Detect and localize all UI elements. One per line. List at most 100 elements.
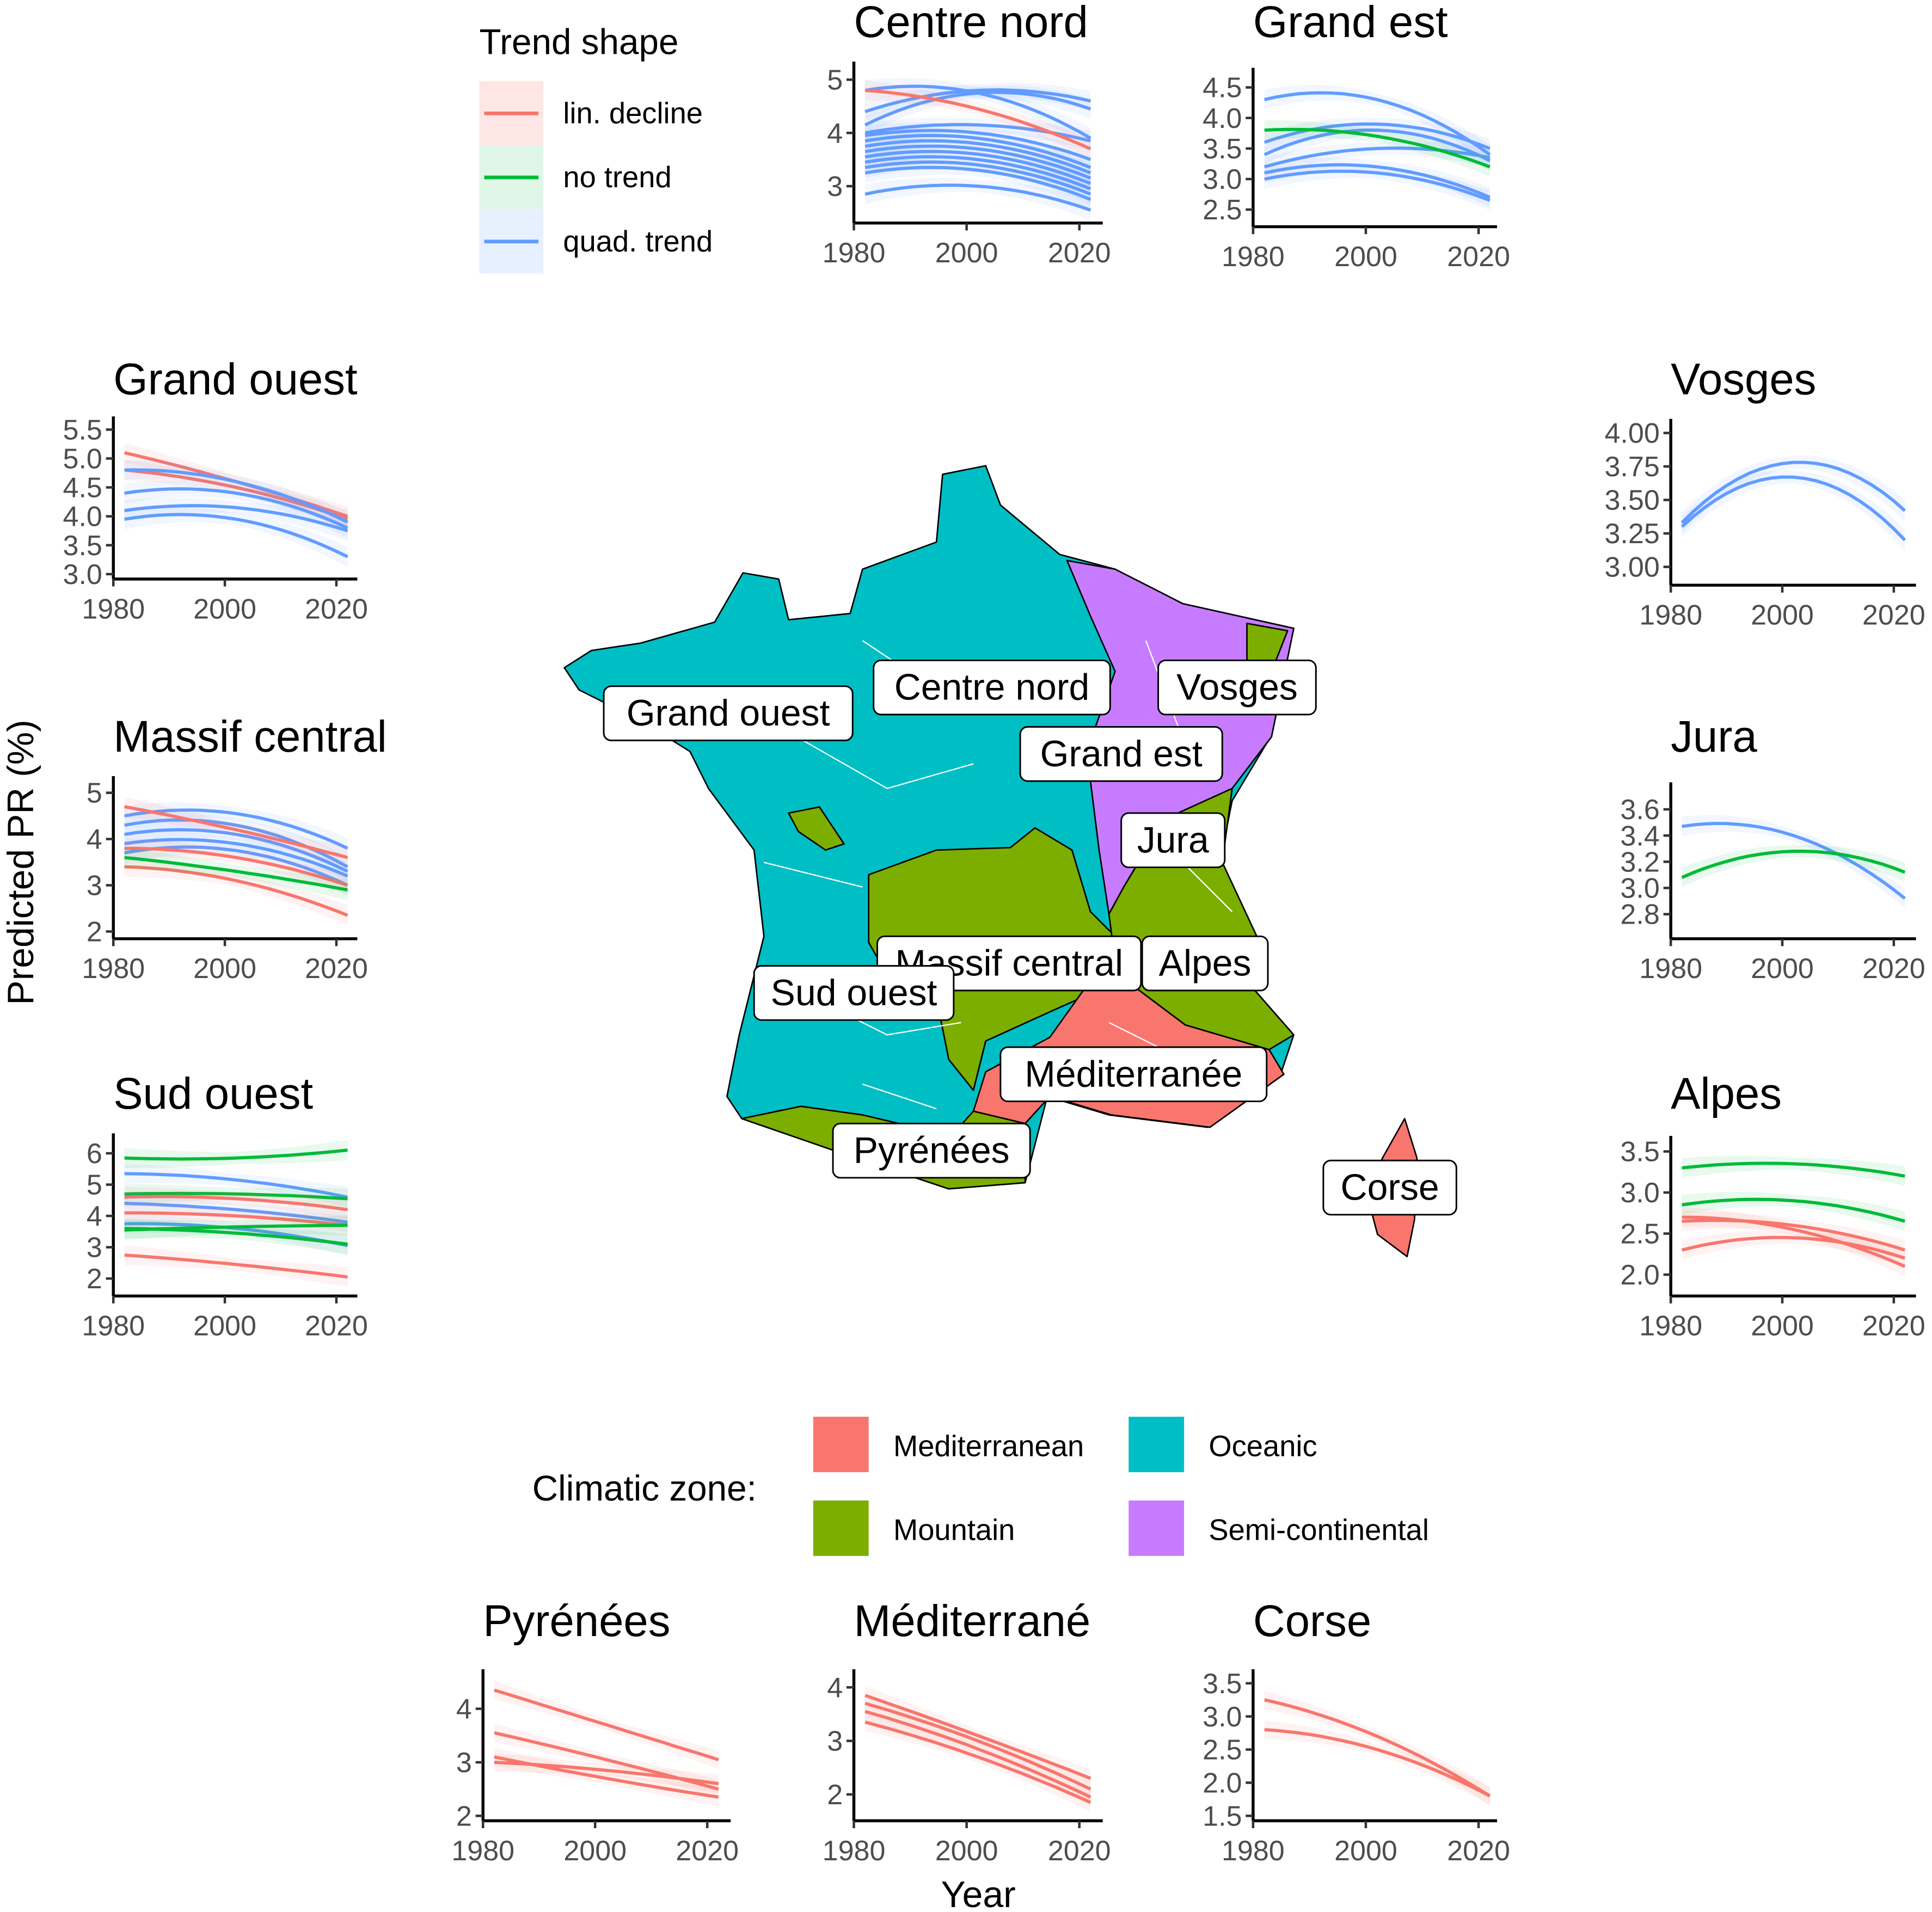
map-label-box <box>999 1046 1268 1103</box>
series-line-lin-decline <box>124 865 348 917</box>
series-line-quad-trend <box>124 513 348 558</box>
zone-legend-label: Oceanic <box>1209 1429 1317 1462</box>
confidence-band <box>124 506 348 567</box>
series-line-lin-decline <box>124 1195 348 1212</box>
y-tick-label: 3.0 <box>1620 1177 1659 1209</box>
x-tick-label: 1980 <box>1222 241 1285 273</box>
map-label-jura: Jura <box>1120 812 1226 869</box>
series-line-lin-decline <box>1682 1215 1906 1268</box>
map-label-text: Vosges <box>1176 667 1298 708</box>
confidence-band <box>124 839 348 895</box>
panel-title: Méditerrané <box>854 1596 1091 1646</box>
y-tick-label: 3.50 <box>1604 485 1659 517</box>
series-line-quad-trend <box>864 155 1091 190</box>
y-tick-label: 4 <box>827 118 843 149</box>
x-tick-label: 2000 <box>1751 953 1814 985</box>
confidence-band <box>865 159 1091 210</box>
y-tick-label: 2.5 <box>1203 194 1242 226</box>
map-label-grand-ouest: Grand ouest <box>603 685 854 741</box>
map-label-box <box>753 965 955 1021</box>
x-tick-label: 2000 <box>193 593 256 625</box>
series-line-lin-decline <box>864 1710 1091 1799</box>
series-line-lin-decline <box>864 1694 1091 1780</box>
zone-key-oceanic <box>1128 1417 1185 1472</box>
series-line-quad-trend <box>864 150 1091 185</box>
y-tick-label: 3.4 <box>1620 820 1659 852</box>
series-line-lin-decline <box>124 846 348 887</box>
confidence-band <box>1264 157 1490 207</box>
map-label-text: Grand est <box>1040 734 1203 774</box>
y-tick-label: 4.00 <box>1604 418 1659 450</box>
series-line-quad-trend <box>864 160 1091 196</box>
confidence-band <box>124 821 348 882</box>
y-tick-label: 6 <box>87 1138 102 1170</box>
series-line-quad-trend <box>124 487 348 530</box>
x-tick-label: 1980 <box>1639 600 1702 631</box>
confidence-band <box>1682 1207 1905 1276</box>
series-line-lin-decline <box>493 1688 719 1761</box>
confidence-band <box>1264 1720 1490 1805</box>
x-tick-label: 2020 <box>1862 953 1925 985</box>
series-line-no-trend <box>124 1227 348 1246</box>
confidence-band <box>124 811 348 877</box>
x-tick-label: 2000 <box>1334 241 1397 273</box>
panel-jura: Jura 1980 2000 2020 2.83.03.23.43.6 <box>1620 712 1925 985</box>
x-tick-label: 1980 <box>82 593 145 625</box>
zone-mountain-central-patch <box>788 806 845 851</box>
y-tick-label: 3.2 <box>1620 846 1659 878</box>
y-tick-label: 2.0 <box>1203 1768 1242 1799</box>
y-tick-label: 3.75 <box>1604 451 1659 483</box>
map-label-box <box>873 659 1111 716</box>
y-tick-label: 2.0 <box>1620 1259 1659 1291</box>
series-line-no-trend <box>1681 850 1906 880</box>
map-label-text: Pyrénées <box>854 1130 1010 1171</box>
panel-title: Corse <box>1253 1596 1371 1646</box>
confidence-band <box>124 497 348 541</box>
series-line-quad-trend <box>864 133 1091 169</box>
series-line-quad-trend <box>1682 822 1906 900</box>
panel-centre-nord: Centre nord 1980 2000 2020 3 4 5 <box>823 0 1111 269</box>
trend-legend-label: quad. trend <box>563 225 713 258</box>
y-tick-label: 4 <box>456 1694 472 1725</box>
y-tick-label: 2 <box>456 1800 472 1832</box>
y-tick-label: 4.0 <box>63 501 102 533</box>
x-tick-label: 2020 <box>1447 1835 1510 1867</box>
panel-massif-central: Massif central 1980 2000 2020 2 3 4 5 <box>82 712 387 985</box>
confidence-band <box>1264 120 1490 177</box>
x-tick-label: 2000 <box>935 237 998 269</box>
series-line-lin-decline <box>124 1253 348 1279</box>
series-line-lin-decline <box>124 805 348 859</box>
series-line-quad-trend <box>1264 128 1491 162</box>
x-tick-label: 2020 <box>1048 1835 1111 1867</box>
series-line-no-trend <box>124 1191 348 1201</box>
zone-legend: Climatic zone: Mediterranean Oceanic Mou… <box>532 1417 1429 1556</box>
series-line-no-trend <box>1682 1161 1905 1178</box>
series-line-quad-trend <box>864 183 1091 212</box>
x-tick-label: 2020 <box>305 1311 368 1342</box>
series-line-lin-decline <box>864 1720 1091 1804</box>
map-label-corse: Corse <box>1322 1159 1457 1216</box>
panel-alpes: Alpes 1980 2000 2020 2.0 2.5 3.0 3.5 <box>1620 1069 1925 1342</box>
x-tick-label: 2000 <box>1334 1835 1397 1867</box>
panel-mediterrane: Méditerrané 1980 2000 2020 2 3 4 <box>823 1596 1111 1867</box>
map-label-text: Grand ouest <box>627 693 830 734</box>
x-tick-label: 1980 <box>82 1311 145 1342</box>
trend-legend-label: no trend <box>563 161 671 194</box>
y-tick-label: 4 <box>87 1201 102 1232</box>
series-line-quad-trend <box>1264 163 1491 199</box>
map-label-box <box>1141 935 1269 992</box>
trend-legend-label: lin. decline <box>563 96 703 130</box>
zone-legend-label: Mediterranean <box>893 1429 1084 1462</box>
x-tick-label: 1980 <box>82 953 145 985</box>
series-line-quad-trend <box>1264 122 1491 150</box>
confidence-band <box>1682 1191 1905 1231</box>
map-label-alpes: Alpes <box>1141 935 1269 992</box>
series-line-no-trend <box>124 1148 348 1161</box>
map-label-box <box>1019 726 1223 782</box>
series-line-quad-trend <box>1264 169 1491 202</box>
y-tick-label: 3 <box>827 171 843 202</box>
y-tick-label: 3 <box>87 870 102 902</box>
map-label-text: Centre nord <box>894 667 1090 708</box>
y-tick-label: 3.5 <box>1620 1136 1659 1168</box>
